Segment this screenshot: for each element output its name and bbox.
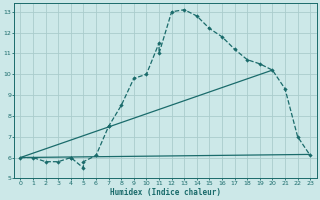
X-axis label: Humidex (Indice chaleur): Humidex (Indice chaleur)	[110, 188, 221, 197]
